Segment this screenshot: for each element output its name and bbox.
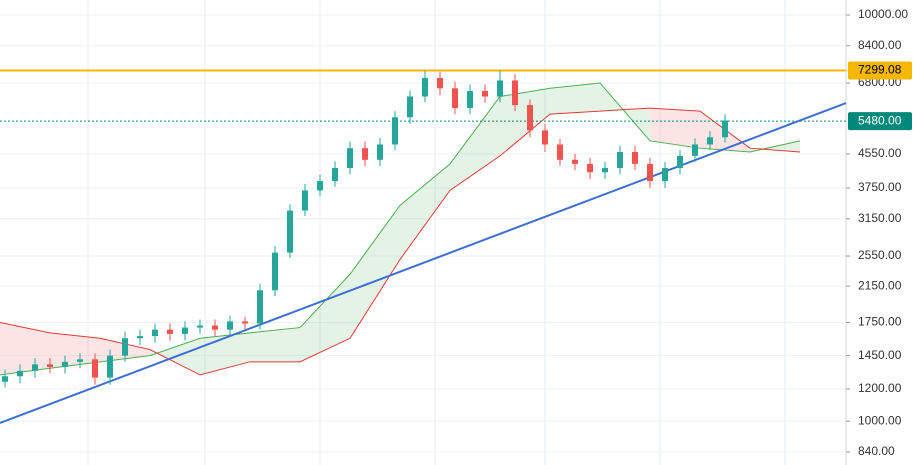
cloud-segment bbox=[450, 96, 500, 191]
candle-body bbox=[317, 181, 323, 191]
candle-body bbox=[527, 105, 533, 131]
candle-body bbox=[92, 359, 98, 378]
candle-body bbox=[452, 88, 458, 109]
y-tick-label: 3750.00 bbox=[858, 180, 902, 194]
candle-body bbox=[722, 120, 728, 138]
cloud-segment bbox=[0, 322, 50, 375]
candle-body bbox=[437, 77, 443, 89]
candle-body bbox=[167, 329, 173, 334]
candle-body bbox=[572, 159, 578, 164]
y-tick-label: 4550.00 bbox=[858, 146, 902, 160]
price-label-box bbox=[848, 112, 912, 131]
y-tick-label: 1200.00 bbox=[858, 381, 902, 395]
candle-body bbox=[122, 338, 128, 356]
y-tick-label: 2150.00 bbox=[858, 278, 902, 292]
y-tick-label: 1750.00 bbox=[858, 315, 902, 329]
cloud-segment bbox=[50, 332, 100, 369]
candle-body bbox=[542, 130, 548, 145]
y-tick-label: 2550.00 bbox=[858, 248, 902, 262]
candle-body bbox=[557, 144, 563, 160]
y-tick-label: 1450.00 bbox=[858, 348, 902, 362]
candle-body bbox=[77, 359, 83, 362]
candle-body bbox=[347, 148, 353, 169]
candle-body bbox=[617, 151, 623, 169]
candle-body bbox=[107, 355, 113, 378]
candle-body bbox=[62, 361, 68, 367]
candle-body bbox=[242, 321, 248, 324]
candle-body bbox=[212, 325, 218, 330]
candle-body bbox=[677, 155, 683, 169]
candle-body bbox=[302, 190, 308, 211]
candle-body bbox=[692, 144, 698, 156]
candle-body bbox=[377, 144, 383, 160]
cloud-segment bbox=[350, 205, 400, 339]
candle-body bbox=[632, 151, 638, 164]
cloud-line bbox=[0, 82, 801, 376]
candle-body bbox=[332, 168, 338, 182]
candle-body bbox=[647, 163, 653, 182]
y-tick-label: 3150.00 bbox=[858, 211, 902, 225]
cloud-line bbox=[0, 107, 801, 376]
candle-body bbox=[497, 80, 503, 97]
y-tick-label: 840.00 bbox=[858, 444, 895, 458]
candle-body bbox=[392, 117, 398, 145]
candle-body bbox=[362, 148, 368, 160]
candle-body bbox=[587, 163, 593, 173]
candle-body bbox=[227, 321, 233, 330]
cloud-segment bbox=[650, 108, 700, 149]
price-label: 5480.00 bbox=[858, 113, 902, 127]
candle-body bbox=[152, 329, 158, 337]
cloud-segment bbox=[500, 88, 550, 156]
price-label: 7299.08 bbox=[858, 63, 902, 77]
cloud-segment bbox=[400, 163, 450, 260]
price-label-box bbox=[848, 61, 912, 80]
candle-body bbox=[47, 364, 53, 367]
candle-body bbox=[662, 168, 668, 182]
cloud-segment bbox=[300, 274, 350, 362]
candle-body bbox=[467, 90, 473, 109]
candle-body bbox=[32, 364, 38, 371]
cloud-segment bbox=[250, 327, 300, 362]
trendline bbox=[0, 102, 847, 424]
candle-body bbox=[17, 370, 23, 377]
y-tick-label: 8400.00 bbox=[858, 38, 902, 52]
candle-body bbox=[707, 137, 713, 145]
candle-body bbox=[512, 80, 518, 106]
candle-body bbox=[272, 252, 278, 291]
candle-body bbox=[182, 327, 188, 334]
candle-body bbox=[602, 168, 608, 173]
candle-body bbox=[197, 325, 203, 328]
candle-body bbox=[137, 336, 143, 339]
cloud-segment bbox=[550, 83, 600, 115]
candle-body bbox=[407, 96, 413, 118]
candle-body bbox=[2, 376, 8, 382]
candle-body bbox=[287, 210, 293, 253]
y-tick-label: 1000.00 bbox=[858, 413, 902, 427]
candle-body bbox=[422, 77, 428, 97]
candle-body bbox=[482, 90, 488, 97]
y-tick-label: 10000.00 bbox=[858, 7, 908, 21]
candle-body bbox=[257, 290, 263, 324]
